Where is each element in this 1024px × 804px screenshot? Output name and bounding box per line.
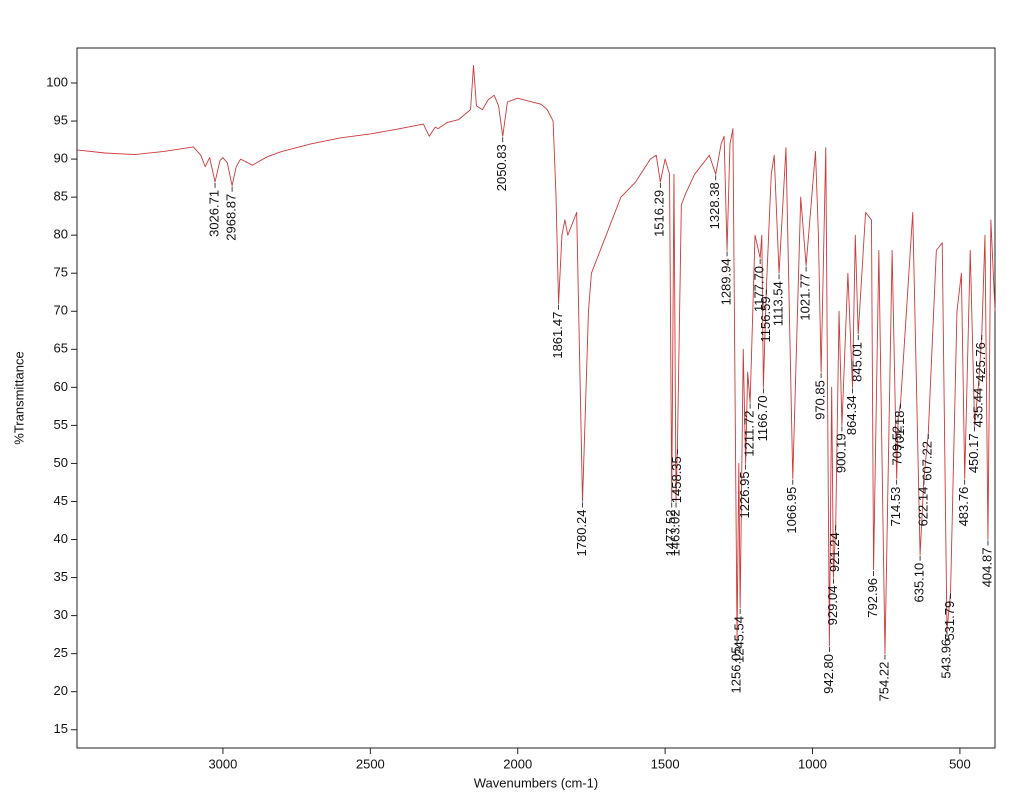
peak-label: 543.96 (938, 639, 953, 679)
peak-label: 1861.47 (550, 312, 565, 359)
peak-label: 404.87 (979, 548, 994, 588)
peak-label: 754.22 (876, 662, 891, 702)
y-tick-label: 45 (54, 493, 68, 508)
peak-label: 1463.02 (667, 509, 682, 556)
peak-label: 845.01 (850, 342, 865, 382)
peak-label: 1211.72 (742, 411, 757, 457)
y-tick-label: 95 (54, 112, 68, 127)
peak-label: 792.96 (865, 578, 880, 618)
x-tick-label: 1000 (798, 756, 827, 771)
peak-label: 2968.87 (224, 194, 239, 241)
spectrum-line (76, 65, 996, 655)
y-tick-label: 70 (54, 303, 68, 318)
peak-label: 709.52 (890, 426, 905, 466)
x-axis-label: Wavenumbers (cm-1) (474, 775, 598, 790)
y-tick-label: 65 (54, 341, 68, 356)
peak-label: 483.76 (956, 487, 971, 527)
x-tick-label: 2000 (503, 756, 532, 771)
peak-label: 1780.24 (574, 509, 589, 556)
y-tick-label: 80 (54, 227, 68, 242)
peak-label: 1289.94 (718, 258, 733, 305)
y-tick-label: 15 (54, 721, 68, 736)
y-tick-label: 35 (54, 569, 68, 584)
x-tick-label: 3000 (208, 756, 237, 771)
y-tick-label: 50 (54, 455, 68, 470)
peak-label: 1516.29 (652, 190, 667, 237)
peak-label: 1066.95 (784, 487, 799, 534)
peak-label: 1021.77 (798, 274, 813, 321)
peak-label: 942.80 (821, 654, 836, 694)
y-tick-label: 25 (54, 645, 68, 660)
peak-label: 450.17 (966, 433, 981, 473)
y-tick-label: 85 (54, 189, 68, 204)
y-tick-label: 20 (54, 683, 68, 698)
peak-label: 1166.70 (755, 395, 770, 441)
x-tick-label: 500 (949, 756, 971, 771)
peak-label: 1458.35 (669, 456, 684, 503)
peak-label: 900.19 (833, 433, 848, 473)
peak-label: 1256.05 (728, 646, 743, 693)
peak-label: 1113.54 (770, 281, 785, 326)
peak-label: 864.34 (844, 395, 859, 435)
y-tick-label: 75 (54, 265, 68, 280)
peak-label: 1477.52 (663, 509, 678, 556)
peak-label: 2050.83 (494, 144, 509, 191)
y-tick-label: 40 (54, 531, 68, 546)
y-axis-label: %Transmittance (11, 351, 26, 444)
y-tick-label: 100 (46, 74, 68, 89)
peak-label: 970.85 (813, 380, 828, 420)
peak-label: 929.04 (825, 586, 840, 626)
peak-label: 425.76 (973, 342, 988, 382)
y-tick-label: 90 (54, 151, 68, 166)
peak-label: 1245.54 (732, 616, 747, 663)
peak-label: 531.79 (942, 601, 957, 641)
peak-label: 622.14 (915, 487, 930, 527)
x-tick-label: 1500 (651, 756, 680, 771)
peak-label: 1328.38 (707, 182, 722, 229)
peak-label: 921.24 (827, 532, 842, 572)
peak-label: 701.18 (892, 411, 907, 451)
y-tick-label: 55 (54, 417, 68, 432)
y-tick-label: 60 (54, 379, 68, 394)
y-tick-label: 30 (54, 607, 68, 622)
peak-label: 1177.70 (752, 266, 767, 312)
plot-frame (76, 47, 996, 749)
peak-label: 1156.59 (758, 296, 773, 342)
peak-label: 435.44 (970, 388, 985, 428)
peak-label: 714.53 (888, 487, 903, 527)
peak-label: 3026.71 (206, 190, 221, 237)
peak-label: 635.10 (912, 563, 927, 603)
peak-label: 607.22 (920, 441, 935, 481)
peak-label: 1226.95 (737, 471, 752, 518)
x-tick-label: 2500 (356, 756, 385, 771)
